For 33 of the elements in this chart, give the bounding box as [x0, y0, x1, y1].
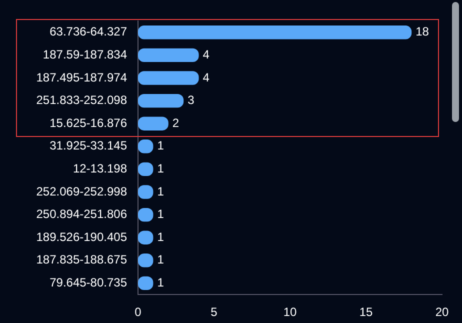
bar [138, 71, 199, 85]
data-label: 1 [157, 252, 164, 267]
data-label: 1 [157, 184, 164, 198]
data-label: 1 [157, 207, 164, 222]
y-tick-label: 187.835-188.675 [36, 252, 128, 267]
x-tick-label: 0 [134, 305, 142, 320]
data-label: 18 [416, 24, 430, 39]
x-tick-label: 20 [435, 305, 449, 320]
y-tick-label: 31.925-33.145 [50, 138, 128, 153]
data-label: 1 [157, 276, 164, 290]
y-tick-label: 63.736-64.327 [50, 24, 128, 39]
x-tick-label: 10 [283, 305, 297, 320]
x-tick-label: 15 [359, 305, 373, 320]
data-label: 3 [188, 93, 195, 108]
data-label: 4 [202, 70, 210, 84]
data-label: 1 [157, 230, 164, 244]
y-tick-label: 79.645-80.735 [50, 276, 128, 290]
y-tick-label: 189.526-190.405 [36, 230, 128, 244]
bar [138, 94, 184, 108]
y-tick-label: 12-13.198 [72, 162, 128, 176]
y-tick-label: 187.495-187.974 [36, 70, 128, 84]
data-label: 1 [157, 138, 164, 153]
bar [138, 26, 412, 40]
data-label: 4 [202, 48, 210, 62]
y-tick-label: 251.833-252.098 [36, 93, 128, 108]
bar [138, 48, 199, 62]
y-tick-label: 15.625-16.876 [50, 116, 128, 130]
x-tick-label: 5 [210, 305, 218, 320]
data-label: 2 [172, 116, 180, 130]
y-tick-label: 250.894-251.806 [36, 207, 128, 222]
y-tick-label: 252.069-252.998 [36, 184, 128, 198]
y-tick-label: 187.59-187.834 [42, 48, 128, 62]
data-label: 1 [157, 162, 164, 176]
